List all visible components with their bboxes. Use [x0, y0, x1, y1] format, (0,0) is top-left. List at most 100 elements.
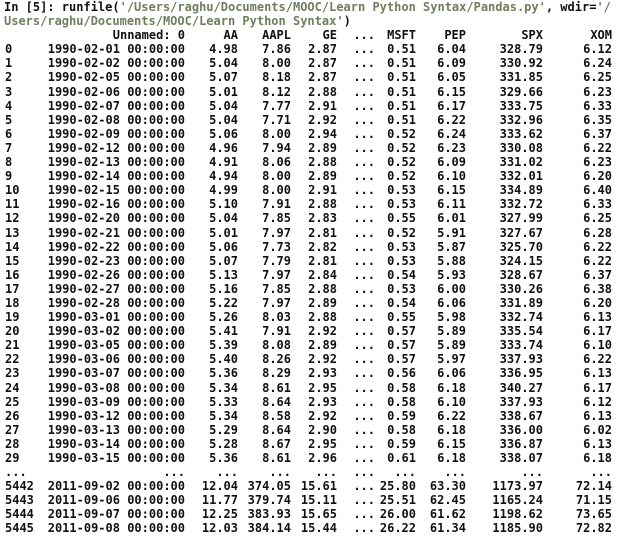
- table-row: 1 1990-02-02 00:00:00 5.04 8.00 2.87... 0.51 6…: [0, 56, 630, 70]
- row-index: 5442: [5, 479, 34, 494]
- cell: 0.51: [387, 98, 416, 113]
- cell: ...: [353, 197, 375, 212]
- cell: 6.23: [583, 84, 612, 99]
- cell: 1990-03-14 00:00:00: [47, 436, 185, 451]
- cell: 1990-02-14 00:00:00: [47, 169, 185, 184]
- cell: 7.71: [262, 112, 291, 127]
- table-row: 11 1990-02-16 00:00:00 5.10 7.91 2.88... 0.53…: [0, 197, 630, 211]
- cell: ...: [353, 253, 375, 268]
- cell: 333.75: [499, 98, 543, 113]
- cell: 5.26: [209, 310, 238, 325]
- cell: 1990-02-22 00:00:00: [47, 239, 185, 254]
- cell: 333.74: [499, 338, 543, 353]
- cell: 6.40: [583, 183, 612, 198]
- cell: 4.94: [209, 169, 238, 184]
- column-header: SPX: [521, 28, 543, 43]
- cell: ...: [353, 352, 375, 367]
- row-index: 1: [5, 56, 13, 71]
- cell: ...: [353, 295, 375, 310]
- cell: 324.15: [499, 253, 543, 268]
- row-index: 5: [5, 112, 13, 127]
- row-index: 4: [5, 98, 13, 113]
- row-index: 26: [5, 408, 20, 423]
- cell: 6.28: [583, 225, 612, 240]
- cell: 337.93: [499, 394, 543, 409]
- cell: 4.99: [209, 183, 238, 198]
- cell: 5.91: [437, 225, 466, 240]
- cell: ...: [353, 267, 375, 282]
- cell: 0.51: [387, 42, 416, 57]
- cell: 374.05: [247, 479, 291, 494]
- row-index: 27: [5, 422, 20, 437]
- cell: 333.62: [499, 126, 543, 141]
- row-index: 5444: [5, 507, 34, 522]
- cell: 8.00: [262, 126, 291, 141]
- cell: 5.06: [209, 126, 238, 141]
- cell: 2.91: [308, 183, 337, 198]
- cell: ...: [216, 465, 238, 480]
- cell: 338.67: [499, 408, 543, 423]
- cell: ...: [353, 507, 375, 522]
- cell: ...: [521, 465, 543, 480]
- table-row: 12 1990-02-20 00:00:00 5.04 7.85 2.83... 0.55…: [0, 211, 630, 225]
- cell: 5.04: [209, 56, 238, 71]
- argument: , wdir=: [545, 0, 597, 14]
- table-row: 2 1990-02-05 00:00:00 5.07 8.18 2.87... 0.51 6…: [0, 70, 630, 84]
- column-header: ...: [353, 28, 375, 43]
- cell: 8.64: [262, 422, 291, 437]
- cell: 0.54: [387, 267, 416, 282]
- command-line: Users/raghu/Documents/MOOC/Learn Python …: [0, 14, 630, 28]
- cell: 25.51: [379, 493, 416, 508]
- table-row: 8 1990-02-13 00:00:00 4.91 8.06 2.88... 0.52 6…: [0, 155, 630, 169]
- cell: 2.93: [308, 366, 337, 381]
- row-index: 7: [5, 140, 13, 155]
- cell: 1990-02-01 00:00:00: [47, 42, 185, 57]
- cell: 332.01: [499, 169, 543, 184]
- cell: 0.57: [387, 352, 416, 367]
- row-index: ...: [5, 465, 27, 480]
- cell: 1990-03-12 00:00:00: [47, 408, 185, 423]
- cell: 330.92: [499, 56, 543, 71]
- cell: 6.35: [583, 112, 612, 127]
- table-row: 29 1990-03-15 00:00:00 5.36 8.61 2.96... 0.61…: [0, 451, 630, 465]
- cell: 6.00: [437, 281, 466, 296]
- cell: ...: [353, 126, 375, 141]
- cell: 0.59: [387, 436, 416, 451]
- cell: 5.89: [437, 324, 466, 339]
- cell: 331.89: [499, 295, 543, 310]
- cell: 6.13: [583, 366, 612, 381]
- row-index: 28: [5, 436, 20, 451]
- cell: 0.51: [387, 56, 416, 71]
- cell: 8.00: [262, 169, 291, 184]
- cell: 336.00: [499, 422, 543, 437]
- column-header: XOM: [590, 28, 612, 43]
- row-index: 3: [5, 84, 13, 99]
- cell: 2.94: [308, 126, 337, 141]
- row-index: 9: [5, 169, 13, 184]
- cell: 6.23: [583, 155, 612, 170]
- cell: 2.92: [308, 324, 337, 339]
- row-index: 20: [5, 324, 20, 339]
- cell: 383.93: [247, 507, 291, 522]
- row-index: 12: [5, 211, 20, 226]
- table-row: 25 1990-03-09 00:00:00 5.33 8.64 2.93... 0.58…: [0, 395, 630, 409]
- cell: 0.58: [387, 380, 416, 395]
- cell: 5.01: [209, 225, 238, 240]
- cell: 63.30: [429, 479, 466, 494]
- cell: 0.51: [387, 84, 416, 99]
- cell: 0.52: [387, 126, 416, 141]
- row-index: 0: [5, 42, 13, 57]
- cell: 5.06: [209, 239, 238, 254]
- row-index: 10: [5, 183, 20, 198]
- cell: 6.18: [583, 451, 612, 465]
- cell: 0.52: [387, 155, 416, 170]
- cell: ...: [353, 310, 375, 325]
- cell: 7.97: [262, 295, 291, 310]
- cell: 0.53: [387, 183, 416, 198]
- row-index: 17: [5, 281, 20, 296]
- cell: 2011-09-07 00:00:00: [47, 507, 185, 522]
- cell: 379.74: [247, 493, 291, 508]
- cell: 2.92: [308, 408, 337, 423]
- cell: 6.10: [437, 394, 466, 409]
- cell: 61.34: [429, 521, 466, 536]
